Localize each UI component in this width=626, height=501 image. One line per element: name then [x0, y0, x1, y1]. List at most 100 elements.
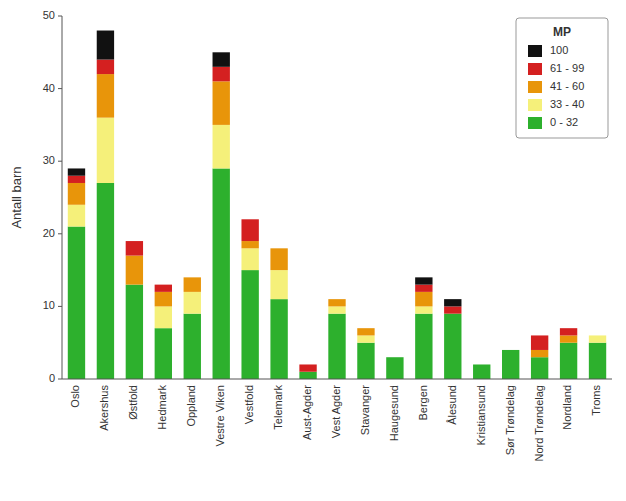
bar-segment: [386, 357, 403, 358]
bar-segment: [68, 183, 85, 205]
bar-series: [68, 118, 606, 343]
bar-segment: [589, 335, 606, 342]
bar-segment: [444, 299, 461, 306]
bar-segment: [155, 306, 172, 328]
chart-svg: 01020304050OsloAkershusØstfoldHedmarkOpp…: [0, 0, 626, 501]
legend-title: MP: [553, 25, 571, 39]
bar-segment: [241, 219, 258, 220]
x-tick-label: Sør Trøndelag: [504, 385, 516, 455]
legend-swatch: [528, 81, 542, 93]
bar-segment: [560, 328, 577, 335]
bar-segment: [473, 364, 490, 365]
bar-segment: [97, 183, 114, 379]
bar-segment: [270, 248, 287, 270]
x-tick-label: Vest Agder: [330, 385, 342, 439]
bar-segment: [184, 277, 201, 278]
y-tick-label: 0: [49, 372, 55, 384]
legend-label: 0 - 32: [550, 116, 578, 128]
bar-segment: [444, 314, 461, 379]
bar-segment: [473, 364, 490, 365]
bar-segment: [328, 314, 345, 379]
bar-segment: [213, 52, 230, 67]
legend-label: 100: [550, 44, 568, 56]
y-tick: [58, 161, 62, 162]
bar-segment: [531, 357, 548, 379]
x-tick-label: Ålesund: [446, 385, 458, 425]
x-tick-label: Bergen: [417, 385, 429, 420]
x-tick-label: Hedmark: [156, 385, 168, 430]
bar-segment: [473, 364, 490, 365]
legend-swatch: [528, 63, 542, 75]
y-tick-label: 10: [43, 299, 55, 311]
bar-segment: [531, 335, 548, 350]
bar-segment: [97, 60, 114, 75]
bar-segment: [328, 299, 345, 300]
bar-segment: [126, 241, 143, 256]
bar-segment: [502, 349, 519, 350]
bar-segment: [502, 349, 519, 350]
y-tick: [58, 88, 62, 89]
bar-segment: [270, 299, 287, 379]
bar-segment: [126, 256, 143, 285]
bar-segment: [241, 248, 258, 270]
bar-segment: [126, 285, 143, 379]
x-tick-label: Oppland: [185, 385, 197, 427]
y-tick-label: 40: [43, 82, 55, 94]
bar-segment: [531, 350, 548, 357]
bar-segment: [357, 335, 374, 342]
bar-segment: [241, 270, 258, 379]
bar-segment: [241, 241, 258, 248]
bar-segment: [299, 372, 316, 379]
bar-segment: [357, 328, 374, 329]
bar-series: [68, 31, 462, 307]
legend: MP10061 - 9941 - 6033 - 400 - 32: [516, 18, 608, 138]
bar-segment: [155, 285, 172, 292]
y-tick: [58, 233, 62, 234]
y-tick-label: 20: [43, 227, 55, 239]
x-axis-line: [62, 379, 612, 380]
bar-segment: [386, 357, 403, 358]
bar-segment: [357, 328, 374, 329]
bar-segment: [184, 292, 201, 314]
bar-segment: [299, 364, 316, 365]
bar-segment: [97, 74, 114, 118]
bar-segment: [415, 277, 432, 284]
legend-label: 41 - 60: [550, 80, 584, 92]
bar-segment: [97, 118, 114, 183]
bar-segment: [357, 343, 374, 379]
bar-segment: [502, 349, 519, 350]
bar-series: [68, 168, 606, 379]
chart-container: 01020304050OsloAkershusØstfoldHedmarkOpp…: [0, 0, 626, 501]
bar-segment: [68, 168, 85, 175]
bar-segment: [299, 364, 316, 371]
bar-segment: [589, 335, 606, 336]
bar-segment: [68, 227, 85, 379]
legend-swatch: [528, 45, 542, 57]
bar-segment: [444, 306, 461, 313]
bar-segment: [415, 314, 432, 379]
legend-box: [516, 18, 608, 138]
bar-segment: [241, 219, 258, 241]
y-axis-label: Antall barn: [9, 166, 24, 228]
x-tick-label: Akershus: [98, 385, 110, 431]
bar-segment: [589, 343, 606, 379]
legend-swatch: [528, 117, 542, 129]
bar-segment: [415, 306, 432, 313]
bar-segment: [386, 357, 403, 358]
bar-segment: [415, 292, 432, 307]
bar-segment: [155, 284, 172, 285]
bar-segment: [97, 31, 114, 60]
bar-segment: [473, 364, 490, 365]
bar-segment: [270, 248, 287, 249]
x-tick-label: Vestre Viken: [214, 385, 226, 447]
y-tick: [58, 306, 62, 307]
bar-segment: [560, 335, 577, 342]
bar-segment: [502, 349, 519, 350]
x-tick-label: Vestfold: [243, 385, 255, 424]
bar-segment: [184, 277, 201, 292]
y-tick: [58, 16, 62, 17]
legend-swatch: [528, 99, 542, 111]
bar-segment: [386, 357, 403, 358]
axes: 01020304050OsloAkershusØstfoldHedmarkOpp…: [43, 9, 612, 462]
legend-label: 61 - 99: [550, 62, 584, 74]
